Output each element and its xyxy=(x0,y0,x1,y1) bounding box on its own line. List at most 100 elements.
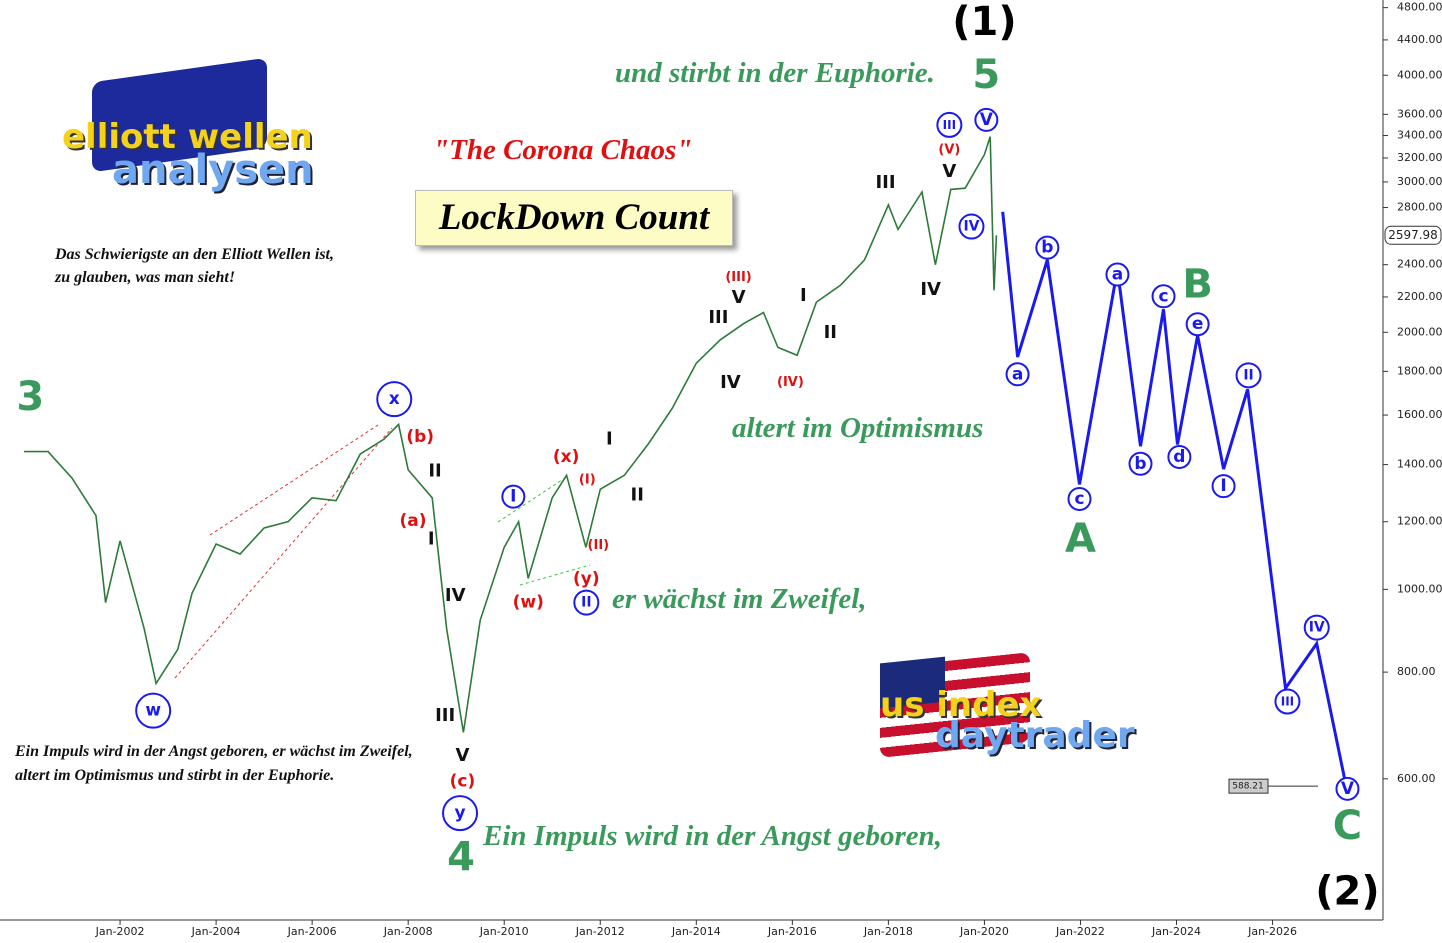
wave-label: III xyxy=(1281,695,1294,709)
y-tick-label: 4800.00 xyxy=(1397,1,1442,14)
logo-text: analysen xyxy=(112,147,314,193)
wave-label: I xyxy=(1220,476,1226,496)
wave-circle xyxy=(936,111,963,138)
phase-text: altert im Optimismus xyxy=(732,412,984,444)
wave-label: I xyxy=(428,528,435,549)
wave-label: II xyxy=(428,460,441,481)
wave-label: d xyxy=(1173,447,1185,467)
wave-circle xyxy=(1005,362,1030,387)
x-tick-label: Jan-2018 xyxy=(863,925,913,938)
wave-circle xyxy=(1185,312,1210,337)
wave-label: V xyxy=(942,161,956,182)
y-tick-label: 4000.00 xyxy=(1397,68,1442,81)
y-tick-label: 2400.00 xyxy=(1397,258,1442,271)
wave-circle xyxy=(1105,262,1130,287)
x-tick-label: Jan-2016 xyxy=(767,925,817,938)
x-tick-label: Jan-2002 xyxy=(95,925,145,938)
price-line xyxy=(24,136,998,733)
x-tick-label: Jan-2012 xyxy=(575,925,625,938)
wave-label: (2) xyxy=(1315,868,1379,914)
wave-label: I xyxy=(800,285,807,306)
y-tick-label: 3200.00 xyxy=(1397,151,1442,164)
wave-label: III xyxy=(708,307,728,328)
y-tick-label: 1800.00 xyxy=(1397,364,1442,377)
wave-label: II xyxy=(1243,367,1253,383)
wave-label: 3 xyxy=(16,374,44,420)
wave-label: (a) xyxy=(399,511,426,531)
wave-circle xyxy=(573,589,600,616)
wave-label: c xyxy=(1159,286,1169,306)
wave-circle xyxy=(1274,688,1301,715)
wave-circle xyxy=(1167,444,1192,469)
wave-label: II xyxy=(824,322,837,343)
target-tag-label: 588.21 xyxy=(1232,782,1264,792)
wave-label: III xyxy=(943,118,956,132)
wave-label: b xyxy=(1041,238,1053,258)
wave-label: b xyxy=(1134,454,1146,474)
wave-label: I xyxy=(510,487,516,507)
logo-text: elliott wellen xyxy=(62,117,313,157)
wave-label: (III) xyxy=(725,270,751,285)
x-tick-label: Jan-2010 xyxy=(479,925,529,938)
x-tick-label: Jan-2020 xyxy=(959,925,1009,938)
title: LockDown Count xyxy=(415,190,733,246)
wave-circle xyxy=(1335,776,1360,801)
y-tick-label: 1200.00 xyxy=(1397,515,1442,528)
x-tick-label: Jan-2022 xyxy=(1055,925,1105,938)
wave-label: a xyxy=(1112,265,1123,285)
wave-label: V xyxy=(1341,779,1355,799)
y-tick-label: 1400.00 xyxy=(1397,458,1442,471)
y-tick-label: 800.00 xyxy=(1397,665,1436,678)
y-tick-label: 600.00 xyxy=(1397,772,1436,785)
wave-circle xyxy=(376,381,413,418)
wave-label: III xyxy=(435,705,455,726)
y-tick-label: 3000.00 xyxy=(1397,175,1442,188)
wave-label: (x) xyxy=(553,447,580,467)
y-tick-label: 2800.00 xyxy=(1397,201,1442,214)
wave-circle xyxy=(1303,614,1330,641)
logo-text: daytrader xyxy=(935,715,1135,756)
wave-circle xyxy=(501,484,526,509)
wave-circle xyxy=(442,795,479,832)
wave-label: (y) xyxy=(573,569,600,589)
wave-label: V xyxy=(455,745,469,766)
wave-label: IV xyxy=(1309,620,1325,636)
wave-label: c xyxy=(1074,489,1084,509)
wave-label: I xyxy=(606,428,613,449)
wave-label: (b) xyxy=(406,427,434,447)
target-tag xyxy=(1228,778,1269,794)
wave-label: IV xyxy=(445,585,466,606)
wave-label: V xyxy=(732,287,746,308)
y-tick-label: 3400.00 xyxy=(1397,129,1442,142)
wave-label: y xyxy=(454,803,465,823)
channel-line xyxy=(519,564,591,586)
y-tick-label: 1600.00 xyxy=(1397,408,1442,421)
channel-line xyxy=(497,477,566,523)
x-tick-label: Jan-2006 xyxy=(287,925,337,938)
y-tick-label: 4400.00 xyxy=(1397,33,1442,46)
x-tick-label: Jan-2014 xyxy=(671,925,721,938)
subtitle: "The Corona Chaos" xyxy=(433,134,693,166)
wave-label: (I) xyxy=(579,472,596,487)
phase-text: er wächst im Zweifel, xyxy=(612,583,867,615)
wave-label: IV xyxy=(720,372,741,393)
x-tick-label: Jan-2004 xyxy=(191,925,241,938)
y-tick-label: 1000.00 xyxy=(1397,582,1442,595)
wave-label: a xyxy=(1012,364,1023,384)
logo-text: us index xyxy=(880,685,1042,725)
wave-label: II xyxy=(581,595,591,611)
wave-label: IV xyxy=(920,279,941,300)
wave-label: B xyxy=(1182,262,1213,308)
y-tick-label: 3600.00 xyxy=(1397,107,1442,120)
wave-circle xyxy=(1151,284,1176,309)
wave-label: (II) xyxy=(588,538,610,553)
note: Das Schwierigste an den Elliott Wellen i… xyxy=(55,246,334,286)
wave-label: 4 xyxy=(447,835,475,881)
wave-circle xyxy=(1035,235,1060,260)
quote: Ein Impuls wird in der Angst geboren, er… xyxy=(15,743,413,784)
wave-label: (w) xyxy=(513,593,544,613)
wave-label: e xyxy=(1192,314,1204,334)
wave-circle xyxy=(1235,362,1262,389)
